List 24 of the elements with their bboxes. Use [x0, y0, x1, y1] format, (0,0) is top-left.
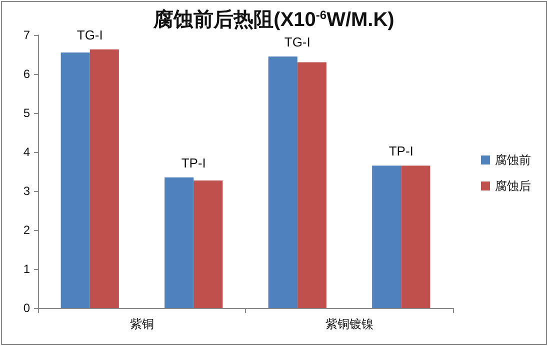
legend-label: 腐蚀后 — [495, 179, 531, 193]
bar — [60, 52, 90, 308]
y-tick-label: 7 — [23, 28, 30, 42]
x-tick-label: TP-I — [181, 155, 206, 170]
y-tick-label: 1 — [23, 262, 30, 276]
text: 紫铜镀镍 — [325, 317, 374, 331]
bar — [164, 177, 194, 308]
x-tick-label: TP-I — [388, 144, 414, 159]
bar — [372, 166, 402, 308]
y-tick-label: 4 — [23, 145, 30, 159]
bar — [90, 49, 119, 308]
y-tick-label: 5 — [23, 106, 30, 120]
x-tick-label: TG-I — [76, 27, 103, 42]
bar — [268, 56, 298, 308]
y-tick-label: 3 — [23, 184, 30, 198]
y-tick-label: 2 — [23, 223, 30, 237]
text: 紫铜 — [130, 317, 154, 331]
x-tick-label: TG-I — [284, 34, 310, 50]
y-tick-label: 6 — [23, 67, 30, 81]
y-tick-label: 0 — [23, 301, 30, 315]
legend-label: 腐蚀前 — [495, 153, 531, 167]
bar — [194, 180, 223, 308]
bar — [401, 166, 430, 308]
bar — [297, 62, 326, 308]
